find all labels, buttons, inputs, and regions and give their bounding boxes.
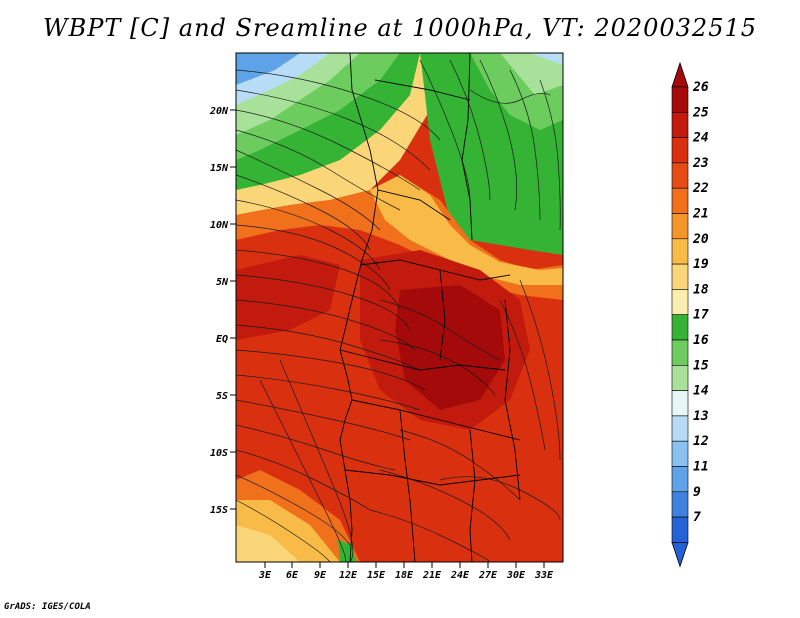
colorbar-segment xyxy=(672,188,688,213)
colorbar-segment xyxy=(672,391,688,416)
lon-label: 27E xyxy=(478,570,498,581)
colorbar-label: 9 xyxy=(693,485,701,500)
colorbar-label: 15 xyxy=(693,358,709,373)
colorbar-label: 23 xyxy=(692,156,709,171)
colorbar-segment xyxy=(672,416,688,441)
map-plot: 20N 15N 10N 5N EQ 5S 10S 15S 3E 6E 9E 12… xyxy=(0,0,800,618)
lat-label: EQ xyxy=(216,334,228,345)
lon-label: 3E xyxy=(258,570,272,581)
colorbar-label: 21 xyxy=(692,207,709,222)
lon-label: 15E xyxy=(367,570,386,581)
colorbar-label: 19 xyxy=(693,257,709,272)
colorbar-cap-bottom xyxy=(672,542,688,566)
colorbar-segment xyxy=(672,492,688,517)
colorbar-label: 24 xyxy=(692,131,709,146)
temperature-field xyxy=(236,53,563,562)
lon-label: 24E xyxy=(450,570,470,581)
colorbar-label: 20 xyxy=(692,232,709,247)
colorbar-segment xyxy=(672,163,688,188)
lon-label: 33E xyxy=(534,570,554,581)
colorbar-label: 12 xyxy=(693,434,709,449)
colorbar-segment xyxy=(672,264,688,289)
colorbar-label: 16 xyxy=(693,333,709,348)
colorbar: 26 25 24 23 22 21 20 19 18 17 16 15 14 13 12 11 9 7 xyxy=(672,63,709,566)
colorbar-label: 18 xyxy=(693,282,709,297)
colorbar-label: 13 xyxy=(693,409,709,424)
lon-label: 12E xyxy=(339,570,358,581)
lon-label: 18E xyxy=(395,570,414,581)
colorbar-segment xyxy=(672,467,688,492)
footer-credit: GrADS: IGES/COLA xyxy=(4,602,91,612)
colorbar-segment xyxy=(672,289,688,314)
colorbar-segment xyxy=(672,214,688,239)
lat-label: 15N xyxy=(210,163,229,174)
colorbar-label: 25 xyxy=(692,105,709,120)
colorbar-segment xyxy=(672,365,688,390)
colorbar-segment xyxy=(672,239,688,264)
colorbar-label: 22 xyxy=(692,181,709,196)
lat-label: 10N xyxy=(210,220,229,231)
lat-label: 5N xyxy=(216,277,229,288)
colorbar-segment xyxy=(672,112,688,137)
lon-label: 30E xyxy=(506,570,526,581)
lat-label: 5S xyxy=(216,391,228,402)
colorbar-label: 11 xyxy=(693,460,709,475)
longitude-axis: 3E 6E 9E 12E 15E 18E 21E 24E 27E 30E 33E xyxy=(258,562,554,581)
colorbar-label: 26 xyxy=(692,80,709,95)
lat-label: 15S xyxy=(210,505,228,516)
colorbar-segment xyxy=(672,87,688,112)
lon-label: 6E xyxy=(286,570,299,581)
colorbar-segment xyxy=(672,138,688,163)
colorbar-segment xyxy=(672,315,688,340)
colorbar-cap-top xyxy=(672,63,688,87)
colorbar-segment xyxy=(672,517,688,542)
colorbar-label: 17 xyxy=(693,308,709,323)
colorbar-segment xyxy=(672,441,688,466)
lon-label: 21E xyxy=(422,570,442,581)
lon-label: 9E xyxy=(314,570,327,581)
colorbar-label: 14 xyxy=(693,384,709,399)
colorbar-label: 7 xyxy=(693,510,701,525)
lat-label: 10S xyxy=(210,448,228,459)
latitude-axis: 20N 15N 10N 5N EQ 5S 10S 15S xyxy=(209,106,236,516)
colorbar-segment xyxy=(672,340,688,365)
lat-label: 20N xyxy=(209,106,229,117)
